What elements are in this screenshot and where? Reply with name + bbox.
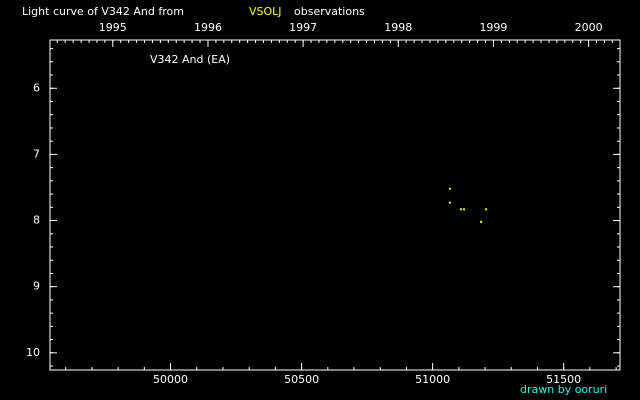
x2-tick-label: 1995 <box>99 21 127 34</box>
x2-tick-label: 1998 <box>384 21 412 34</box>
x-tick-label: 50000 <box>153 373 188 386</box>
x-tick-label: 51500 <box>546 373 581 386</box>
title-tail: observations <box>294 5 365 18</box>
y-tick-label: 9 <box>33 280 40 293</box>
data-point <box>480 220 483 223</box>
annotation: V342 And (EA) <box>150 53 230 66</box>
credit: drawn by ooruri <box>520 383 607 396</box>
x-tick-label: 50500 <box>284 373 319 386</box>
x2-tick-label: 1999 <box>479 21 507 34</box>
data-point <box>448 201 451 204</box>
y-tick-label: 10 <box>26 346 40 359</box>
y-tick-label: 7 <box>33 147 40 160</box>
y-tick-label: 8 <box>33 214 40 227</box>
data-point <box>463 208 466 211</box>
data-point <box>448 187 451 190</box>
x-tick-label: 51000 <box>415 373 450 386</box>
data-point <box>459 208 462 211</box>
title-source: VSOLJ <box>249 5 282 18</box>
data-point <box>485 208 488 211</box>
y-tick-label: 6 <box>33 81 40 94</box>
x2-tick-label: 1996 <box>194 21 222 34</box>
x2-tick-label: 2000 <box>575 21 603 34</box>
x2-tick-label: 1997 <box>289 21 317 34</box>
chart-title: Light curve of V342 And from <box>22 5 184 18</box>
